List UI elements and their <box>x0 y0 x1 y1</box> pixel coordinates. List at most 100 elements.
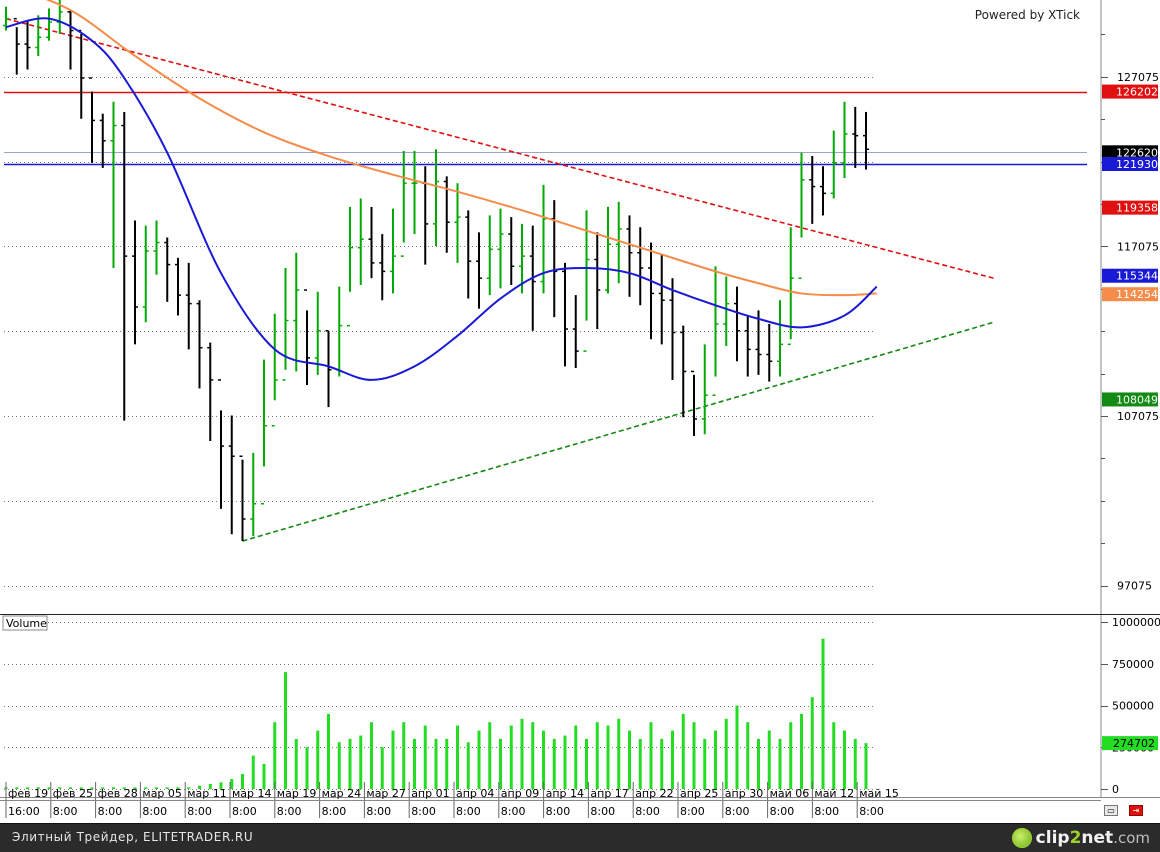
volume-last-label: 274702 <box>1113 737 1155 750</box>
volume-bar <box>563 735 567 789</box>
ohlc-bar <box>89 77 95 163</box>
volume-bars <box>4 638 868 789</box>
ohlc-bar <box>175 257 181 316</box>
ohlc-bar <box>99 113 106 168</box>
price-tag-label: 115344 <box>1116 270 1158 283</box>
volume-bar <box>316 730 320 789</box>
volume-bar <box>671 730 674 789</box>
ohlc-bar <box>153 220 160 275</box>
time-axis-hour: 8:00 <box>366 805 391 818</box>
volume-bar <box>36 787 40 789</box>
volume-bar <box>47 787 51 789</box>
ohlc-bar <box>454 183 461 263</box>
ohlc-bar <box>142 225 149 323</box>
volume-bar <box>241 773 244 789</box>
time-axis-date: май 15 <box>859 787 899 800</box>
time-axis-hour: 16:00 <box>8 805 40 818</box>
exit-icon[interactable]: ⇥ <box>1129 805 1143 816</box>
volume-bar <box>251 755 255 789</box>
volume-bar <box>434 738 438 789</box>
price-tag-box <box>1102 145 1158 160</box>
ohlc-bar <box>744 315 751 377</box>
ohlc-bar <box>110 101 117 268</box>
volume-bar <box>531 722 535 789</box>
time-axis-date: мар 27 <box>366 787 406 800</box>
volume-bar <box>187 787 191 789</box>
volume-bar <box>305 747 309 789</box>
ohlc-bar <box>132 220 138 345</box>
ohlc-bar <box>293 252 300 372</box>
ohlc-bar <box>24 20 31 70</box>
ohlc-bar <box>347 206 353 327</box>
volume-bar <box>112 787 115 789</box>
ohlc-bar <box>261 359 267 505</box>
time-axis-hour: 8:00 <box>770 805 795 818</box>
ohlc-bar <box>830 130 837 199</box>
status-text: Элитный Трейдер, ELITETRADER.RU <box>12 830 254 844</box>
volume-bar <box>348 738 352 789</box>
ohlc-bar <box>701 344 708 435</box>
ohlc-bar <box>196 300 203 389</box>
volume-bar <box>542 730 545 789</box>
volume-bar <box>155 787 158 789</box>
price-tag-label: 126202 <box>1116 86 1158 99</box>
time-axis-date: фев 25 <box>53 787 93 800</box>
time-axis-date: апр 09 <box>501 787 539 800</box>
ohlc-bar <box>368 206 375 279</box>
moving-averages <box>5 0 878 381</box>
time-axis-date: апр 14 <box>546 787 584 800</box>
volume-bar <box>757 738 760 789</box>
brand-logo[interactable]: clip2net.com <box>1011 827 1150 849</box>
time-axis-hour: 8:00 <box>53 805 78 818</box>
volume-bar <box>391 730 395 789</box>
ohlc-bar <box>852 106 859 168</box>
ohlc-bar <box>314 291 321 375</box>
volume-bar <box>746 722 750 789</box>
volume-bar <box>90 787 94 789</box>
ohlc-bar <box>497 208 504 289</box>
time-axis-date: фев 19 <box>8 787 48 800</box>
ohlc-bar <box>691 370 697 436</box>
ohlc-bar <box>508 217 515 285</box>
volume-bar <box>101 787 105 789</box>
time-axis: фев 19 16:00 фев 25 8:00 фев 28 8:00 мар 05 8:0… <box>0 782 1101 818</box>
volume-bar <box>509 725 513 789</box>
volume-bar <box>79 787 83 789</box>
time-axis-date: май 06 <box>770 787 810 800</box>
volume-bar <box>294 738 298 789</box>
time-axis-date: мар 24 <box>322 787 362 800</box>
ohlc-bar <box>755 310 762 375</box>
volume-bar <box>714 730 717 789</box>
volume-bar <box>585 738 588 789</box>
volume-bar <box>413 738 416 789</box>
price-axis-label: 117075 <box>1117 240 1159 253</box>
ohlc-bar <box>228 415 235 535</box>
time-axis-date: апр 22 <box>635 787 673 800</box>
ohlc-bar <box>680 325 687 418</box>
time-axis-hour: 8:00 <box>814 805 839 818</box>
time-axis-date: апр 25 <box>680 787 718 800</box>
grid-toggle-icon[interactable]: ▭ <box>1104 805 1118 816</box>
volume-bar <box>165 787 169 789</box>
ohlc-bar <box>712 266 719 396</box>
volume-last-tag <box>1102 736 1158 751</box>
price-tag-122620: 122620 <box>1102 145 1158 160</box>
ohlc-bar <box>658 254 665 345</box>
volume-axis-label: 750000 <box>1112 658 1154 671</box>
trendlines <box>5 17 994 542</box>
volume-bar <box>574 725 578 789</box>
price-tag-119358: 119358 <box>1102 200 1158 215</box>
ohlc-bar <box>218 379 224 509</box>
time-axis-date: фев 28 <box>98 787 138 800</box>
candles <box>3 0 869 542</box>
volume-bar <box>273 722 277 789</box>
price-tag-121930: 121930 <box>1102 157 1158 172</box>
price-tag-114254: 114254 <box>1102 287 1158 302</box>
ohlc-bar <box>465 210 472 299</box>
price-tag-108049: 108049 <box>1102 392 1158 407</box>
volume-bar <box>423 725 427 789</box>
price-tag-box <box>1102 287 1158 302</box>
price-tag-label: 119358 <box>1116 202 1158 215</box>
time-axis-hour: 8:00 <box>501 805 526 818</box>
time-axis-date: мар 14 <box>232 787 272 800</box>
